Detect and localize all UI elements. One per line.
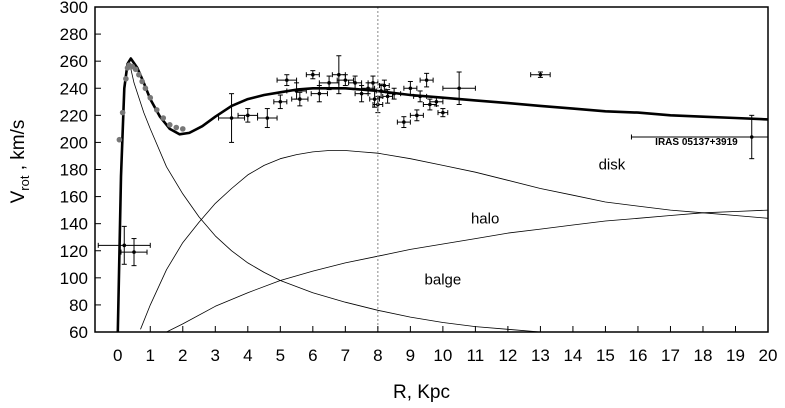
x-tick-label: 3 — [211, 346, 220, 365]
y-tick-label: 140 — [60, 215, 88, 234]
gray-data-point — [119, 109, 126, 116]
y-tick-label: 300 — [60, 0, 88, 17]
error-bar-point — [273, 94, 288, 110]
y-axis-label-sub: rot — [17, 175, 32, 191]
error-bar-point — [305, 70, 320, 80]
x-tick-label: 16 — [628, 346, 647, 365]
error-bar-point — [367, 75, 379, 91]
y-tick-label: 100 — [60, 269, 88, 288]
series-line-halo — [166, 209, 768, 332]
gray-data-point — [179, 126, 186, 132]
x-tick-label: 9 — [406, 346, 415, 365]
x-axis-label: R, Kpc — [393, 382, 450, 403]
error-bar-point — [291, 91, 309, 107]
gray-data-point — [139, 78, 145, 85]
error-bar-point — [310, 85, 328, 103]
error-bar-point — [348, 75, 363, 91]
error-bar-point — [429, 97, 444, 107]
annotations-layer: disk halo balge IRAS 05137+3919 — [425, 137, 739, 288]
y-tick-label: 160 — [60, 188, 88, 207]
error-bar-point — [218, 93, 246, 143]
x-tick-label: 6 — [308, 346, 317, 365]
error-bar-point — [437, 108, 449, 118]
y-tick-label: 180 — [60, 161, 88, 180]
y-tick-label: 120 — [60, 242, 88, 261]
x-tick-label: 1 — [146, 346, 155, 365]
error-bar-point — [396, 116, 411, 129]
error-bar-point — [422, 98, 437, 111]
x-tick-label: 4 — [243, 346, 252, 365]
data-points-layer — [97, 55, 768, 267]
x-tick-label: 20 — [759, 346, 778, 365]
error-bar-point — [286, 82, 307, 100]
gray-data-point — [123, 75, 129, 82]
error-bar-point — [387, 87, 402, 100]
y-tick-label: 280 — [60, 25, 88, 44]
annotation-disk: disk — [599, 157, 626, 174]
x-tick-label: 10 — [433, 346, 452, 365]
y-tick-label: 60 — [69, 323, 88, 342]
error-bar-point — [403, 80, 418, 96]
y-tick-label: 80 — [69, 296, 88, 315]
x-tick-label: 17 — [661, 346, 680, 365]
series-line-disk — [140, 150, 768, 330]
gray-data-point — [173, 124, 180, 131]
error-bar-point — [120, 238, 148, 267]
error-bar-point — [331, 55, 346, 95]
x-tick-label: 11 — [467, 346, 485, 365]
error-bar-point — [237, 108, 259, 123]
gray-data-point — [147, 94, 154, 101]
gray-data-point — [166, 122, 173, 128]
gray-data-point — [142, 85, 149, 92]
gray-data-point — [160, 115, 167, 121]
error-bar-point — [442, 71, 476, 105]
annotation-halo: halo — [471, 211, 499, 228]
gray-data-point — [136, 71, 142, 78]
gray-data-point — [116, 136, 123, 143]
y-tick-label: 200 — [60, 133, 88, 152]
x-tick-label: 8 — [373, 346, 382, 365]
error-bar-point — [97, 225, 151, 265]
error-bar-point — [276, 74, 298, 87]
y-axis-label-main: V — [8, 190, 29, 203]
x-tick-label: 14 — [563, 346, 582, 365]
annotation-iras: IRAS 05137+3919 — [655, 137, 738, 148]
gray-data-point — [153, 107, 160, 113]
error-bar-point — [413, 90, 428, 103]
y-tick-label: 240 — [60, 79, 88, 98]
y-axis-label: Vrot , km/s — [8, 120, 32, 204]
gray-data-point — [132, 66, 139, 73]
x-tick-label: 19 — [726, 346, 745, 365]
x-tick-label: 0 — [113, 346, 122, 365]
x-tick-label: 13 — [531, 346, 550, 365]
series-line-balge — [128, 61, 541, 332]
error-bar-point — [419, 72, 434, 88]
x-tick-label: 5 — [276, 346, 285, 365]
x-tick-label: 18 — [694, 346, 713, 365]
x-tick-label: 15 — [596, 346, 615, 365]
x-tick-label: 7 — [341, 346, 350, 365]
x-tick-label: 12 — [498, 346, 517, 365]
error-bar-point — [630, 114, 768, 160]
error-bar-point — [530, 71, 551, 78]
error-bar-point — [378, 79, 390, 92]
y-tick-label: 260 — [60, 52, 88, 71]
y-axis-label-rest: , km/s — [8, 120, 29, 176]
annotation-balge: balge — [425, 272, 462, 289]
error-bar-point — [409, 109, 424, 122]
error-bar-point — [257, 108, 278, 129]
error-bar-point — [336, 74, 354, 87]
y-tick-label: 220 — [60, 106, 88, 125]
x-tick-label: 2 — [178, 346, 187, 365]
